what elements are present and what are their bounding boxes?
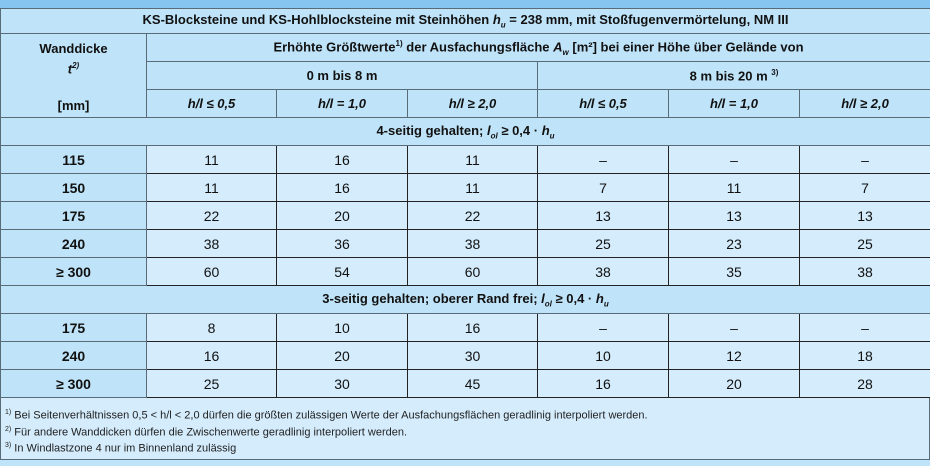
- section-header: 4-seitig gehalten; lol ≥ 0,4 · hu: [0, 117, 930, 146]
- wall-thickness: ≥ 300: [0, 257, 147, 286]
- table-row: 115 11 16 11– – –: [0, 145, 930, 174]
- data-table: KS-Blocksteine und KS-Hohlblocksteine mi…: [0, 8, 930, 398]
- value-cell: 13: [798, 201, 930, 230]
- value-cell: 13: [668, 201, 800, 230]
- value-cell: 25: [798, 229, 930, 258]
- value-cell: 16: [407, 313, 538, 342]
- value-cell: 10: [276, 313, 408, 342]
- value-cell: 54: [276, 257, 408, 286]
- wall-thickness: 175: [0, 201, 147, 230]
- ratio-header: h/l ≤ 0,5: [146, 89, 277, 118]
- value-cell: 36: [276, 229, 408, 258]
- wall-thickness: 240: [0, 341, 147, 370]
- value-cell: 16: [276, 173, 408, 202]
- value-cell: 60: [146, 257, 277, 286]
- range-header-0-8: 0 m bis 8 m: [146, 61, 538, 90]
- value-cell: 38: [798, 257, 930, 286]
- wanddicke-header: Wanddicke t2) [mm]: [0, 33, 147, 118]
- range-header-8-20: 8 m bis 20 m 3): [536, 61, 930, 90]
- value-cell: 60: [407, 257, 538, 286]
- value-cell: 28: [798, 369, 930, 398]
- ratio-header: h/l ≥ 2,0: [798, 89, 930, 118]
- value-cell: 11: [407, 145, 538, 174]
- value-cell: –: [537, 145, 669, 174]
- value-cell: 20: [276, 341, 408, 370]
- footnote: 3) In Windlastzone 4 nur im Binnenland z…: [5, 442, 237, 455]
- ratio-header: h/l ≥ 2,0: [407, 89, 538, 118]
- wall-thickness: 150: [0, 173, 147, 202]
- section-header: 3-seitig gehalten; oberer Rand frei; lol…: [0, 285, 930, 314]
- value-cell: 38: [537, 257, 669, 286]
- footnote: 1) Bei Seitenverhältnissen 0,5 < h/l < 2…: [5, 409, 648, 422]
- value-cell: 11: [146, 173, 277, 202]
- value-cell: 38: [407, 229, 538, 258]
- value-cell: 35: [668, 257, 800, 286]
- value-cell: 7: [798, 173, 930, 202]
- value-cell: –: [798, 313, 930, 342]
- ratio-header: h/l = 1,0: [276, 89, 408, 118]
- value-cell: –: [798, 145, 930, 174]
- value-cell: –: [668, 145, 800, 174]
- footnotes: 1) Bei Seitenverhältnissen 0,5 < h/l < 2…: [0, 398, 930, 460]
- value-cell: 22: [146, 201, 277, 230]
- table-row: 175 22 20 22 13 13 13: [0, 201, 930, 230]
- table-row: ≥ 300 60 54 60 38 35 38: [0, 257, 930, 286]
- footnote: 2) Für andere Wanddicken dürfen die Zwis…: [5, 425, 408, 439]
- value-cell: 25: [537, 229, 669, 258]
- value-cell: 11: [146, 145, 277, 174]
- ratio-header: h/l ≤ 0,5: [537, 89, 669, 118]
- table-row: 240 38 36 38 25 23 25: [0, 229, 930, 258]
- main-header: Erhöhte Größtwerte1) der Ausfachungsfläc…: [145, 33, 930, 62]
- value-cell: 10: [537, 341, 669, 370]
- table-row: 240 16 20 30 10 12 18: [0, 341, 930, 370]
- value-cell: 11: [407, 173, 538, 202]
- value-cell: –: [537, 313, 669, 342]
- value-cell: 30: [276, 369, 408, 398]
- value-cell: 13: [537, 201, 669, 230]
- value-cell: 25: [146, 369, 277, 398]
- top-strip: [0, 0, 930, 8]
- value-cell: 16: [146, 341, 277, 370]
- value-cell: 8: [146, 313, 277, 342]
- value-cell: 23: [668, 229, 800, 258]
- wall-thickness: ≥ 300: [0, 369, 147, 398]
- wall-thickness: 240: [0, 229, 147, 258]
- wall-thickness: 175: [0, 313, 147, 342]
- value-cell: 11: [668, 173, 800, 202]
- table-title: KS-Blocksteine und KS-Hohlblocksteine mi…: [0, 8, 930, 34]
- table-row: 150 11 16 11 7 11 7: [0, 173, 930, 202]
- ratio-header: h/l = 1,0: [668, 89, 800, 118]
- table-row: 175 8 10 16– – –: [0, 313, 930, 342]
- value-cell: 38: [146, 229, 277, 258]
- value-cell: 22: [407, 201, 538, 230]
- value-cell: 30: [407, 341, 538, 370]
- value-cell: 16: [537, 369, 669, 398]
- value-cell: –: [668, 313, 800, 342]
- value-cell: 20: [276, 201, 408, 230]
- value-cell: 7: [537, 173, 669, 202]
- value-cell: 16: [276, 145, 408, 174]
- value-cell: 18: [798, 341, 930, 370]
- value-cell: 45: [407, 369, 538, 398]
- value-cell: 12: [668, 341, 800, 370]
- wall-thickness: 115: [0, 145, 147, 174]
- value-cell: 20: [668, 369, 800, 398]
- table-row: ≥ 300 25 30 45 16 20 28: [0, 369, 930, 398]
